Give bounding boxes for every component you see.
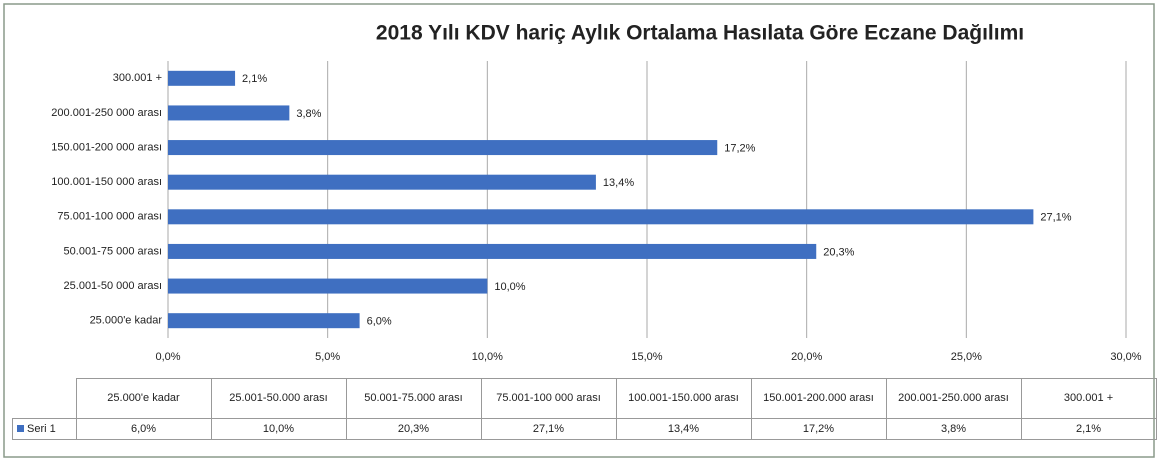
table-header: 25.001-50.000 arası [210, 378, 347, 419]
table-header: 75.001-100 000 arası [480, 378, 617, 419]
table-header: 300.001 + [1020, 378, 1157, 419]
legend-label: Seri 1 [27, 422, 56, 435]
value-label: 2,1% [242, 73, 267, 85]
table-value: 17,2% [750, 418, 887, 440]
bar [168, 209, 1034, 225]
y-tick-label: 200.001-250 000 arası [51, 107, 162, 119]
bar [168, 140, 718, 156]
y-tick-label: 75.001-100 000 arası [57, 211, 162, 223]
table-header: 150.001-200.000 arası [750, 378, 887, 419]
x-tick-label: 20,0% [791, 351, 822, 363]
legend-swatch [17, 424, 24, 432]
y-tick-label: 50.001-75 000 arası [64, 245, 162, 257]
x-tick-label: 10,0% [472, 351, 503, 363]
bar [168, 313, 360, 329]
data-table: 25.000'e kadar 25.001-50.000 arası 50.001-… [12, 378, 1157, 440]
chart-border [3, 3, 1155, 458]
bar [168, 243, 817, 259]
x-tick-label: 15,0% [631, 351, 662, 363]
y-tick-label: 300.001 + [113, 72, 162, 84]
table-header-row: 25.000'e kadar 25.001-50.000 arası 50.001-… [12, 378, 1157, 419]
value-label: 6,0% [367, 316, 392, 328]
value-label: 10,0% [494, 281, 525, 293]
value-label: 3,8% [296, 108, 321, 120]
bar [168, 278, 488, 294]
x-tick-label: 25,0% [951, 351, 982, 363]
table-value: 13,4% [615, 418, 752, 440]
corner-cell [12, 378, 77, 419]
bar [168, 105, 290, 121]
y-tick-label: 150.001-200 000 arası [51, 141, 162, 153]
y-tick-label: 25.001-50 000 arası [64, 280, 162, 292]
legend-cell: Seri 1 [12, 418, 77, 440]
chart-title: 2018 Yılı KDV hariç Aylık Ortalama Hasıl… [376, 22, 1024, 45]
value-label: 13,4% [603, 177, 634, 189]
table-value: 2,1% [1020, 418, 1157, 440]
table-header: 25.000'e kadar [75, 378, 212, 419]
x-tick-label: 5,0% [315, 351, 340, 363]
table-header: 200.001-250.000 arası [885, 378, 1022, 419]
table-value: 27,1% [480, 418, 617, 440]
x-tick-label: 30,0% [1110, 351, 1141, 363]
table-header: 100.001-150.000 arası [615, 378, 752, 419]
table-value: 20,3% [345, 418, 482, 440]
y-tick-label: 25.000'e kadar [90, 315, 163, 327]
table-value: 6,0% [75, 418, 212, 440]
y-tick-label: 100.001-150 000 arası [51, 176, 162, 188]
bar [168, 174, 596, 190]
x-tick-label: 0,0% [155, 351, 180, 363]
value-label: 27,1% [1040, 212, 1071, 224]
value-label: 20,3% [823, 246, 854, 258]
table-value: 3,8% [885, 418, 1022, 440]
table-value: 10,0% [210, 418, 347, 440]
table-header: 50.001-75.000 arası [345, 378, 482, 419]
bar [168, 70, 236, 86]
table-value-row: Seri 1 6,0% 10,0% 20,3% 27,1% 13,4% 17,2% 3,8% 2… [12, 418, 1157, 440]
value-label: 17,2% [724, 142, 755, 154]
